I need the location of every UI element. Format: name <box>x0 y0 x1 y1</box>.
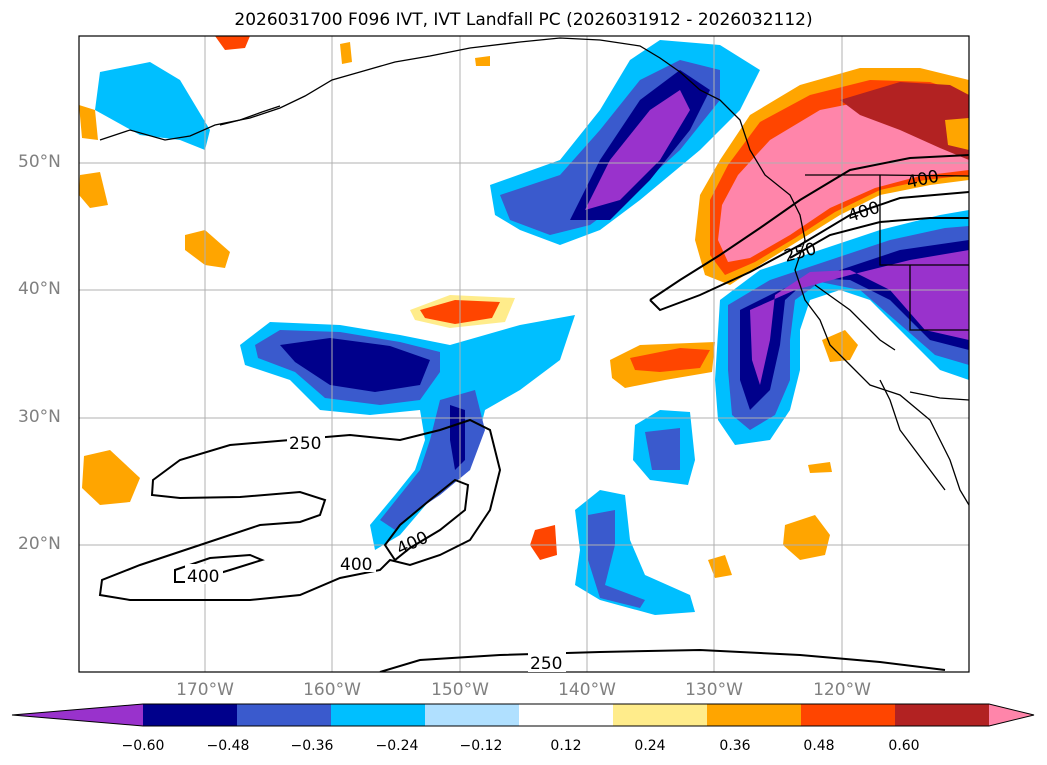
lon-label: 140°W <box>558 680 616 700</box>
colorbar-tick-label: −0.60 <box>121 738 165 754</box>
colorbar-tick-label: 0.60 <box>888 738 920 754</box>
colorbar-tick-label: 0.36 <box>719 738 751 754</box>
positive-pc-regions <box>79 36 969 578</box>
colorbar-segment <box>425 704 520 726</box>
contour-label-group: 400 400 250 250 400 400 400 250 <box>185 167 941 674</box>
colorbar-segment <box>143 704 238 726</box>
colorbar-tick-label: −0.36 <box>290 738 334 754</box>
map-content <box>79 36 969 672</box>
colorbar <box>11 703 1035 727</box>
colorbar-segment <box>801 704 896 726</box>
lon-label: 130°W <box>685 680 743 700</box>
colorbar-extend-left <box>12 704 143 726</box>
contour-label: 400 <box>340 555 372 575</box>
colorbar-segments <box>143 704 990 726</box>
lon-label: 120°W <box>813 680 871 700</box>
gridlines <box>79 36 969 672</box>
negative-pc-regions <box>95 40 969 615</box>
colorbar-segment <box>237 704 332 726</box>
colorbar-segment <box>331 704 426 726</box>
ivt-contours <box>98 154 969 672</box>
colorbar-segment <box>895 704 990 726</box>
colorbar-segment <box>707 704 802 726</box>
lon-label: 170°W <box>176 680 234 700</box>
colorbar-tick-label: 0.12 <box>550 738 582 754</box>
colorbar-extend-right <box>989 704 1034 726</box>
colorbar-tick-label: 0.48 <box>803 738 835 754</box>
colorbar-tick-label: 0.24 <box>634 738 666 754</box>
colorbar-segment <box>613 704 708 726</box>
map-title: 2026031700 F096 IVT, IVT Landfall PC (20… <box>234 10 813 30</box>
colorbar-segment <box>519 704 614 726</box>
coastlines <box>99 37 969 506</box>
lat-label: 20°N <box>18 534 61 554</box>
colorbar-tick-label: −0.24 <box>375 738 419 754</box>
lat-label: 30°N <box>18 407 61 427</box>
map-frame <box>78 35 970 673</box>
lat-label: 40°N <box>18 279 61 299</box>
contour-label: 400 <box>187 567 219 587</box>
contour-label: 250 <box>289 434 321 454</box>
colorbar-tick-label: −0.48 <box>206 738 250 754</box>
lat-label: 50°N <box>18 152 61 172</box>
colorbar-tick-label: −0.12 <box>459 738 503 754</box>
contour-label: 250 <box>530 654 562 674</box>
lon-label: 160°W <box>303 680 361 700</box>
lon-label: 150°W <box>431 680 489 700</box>
